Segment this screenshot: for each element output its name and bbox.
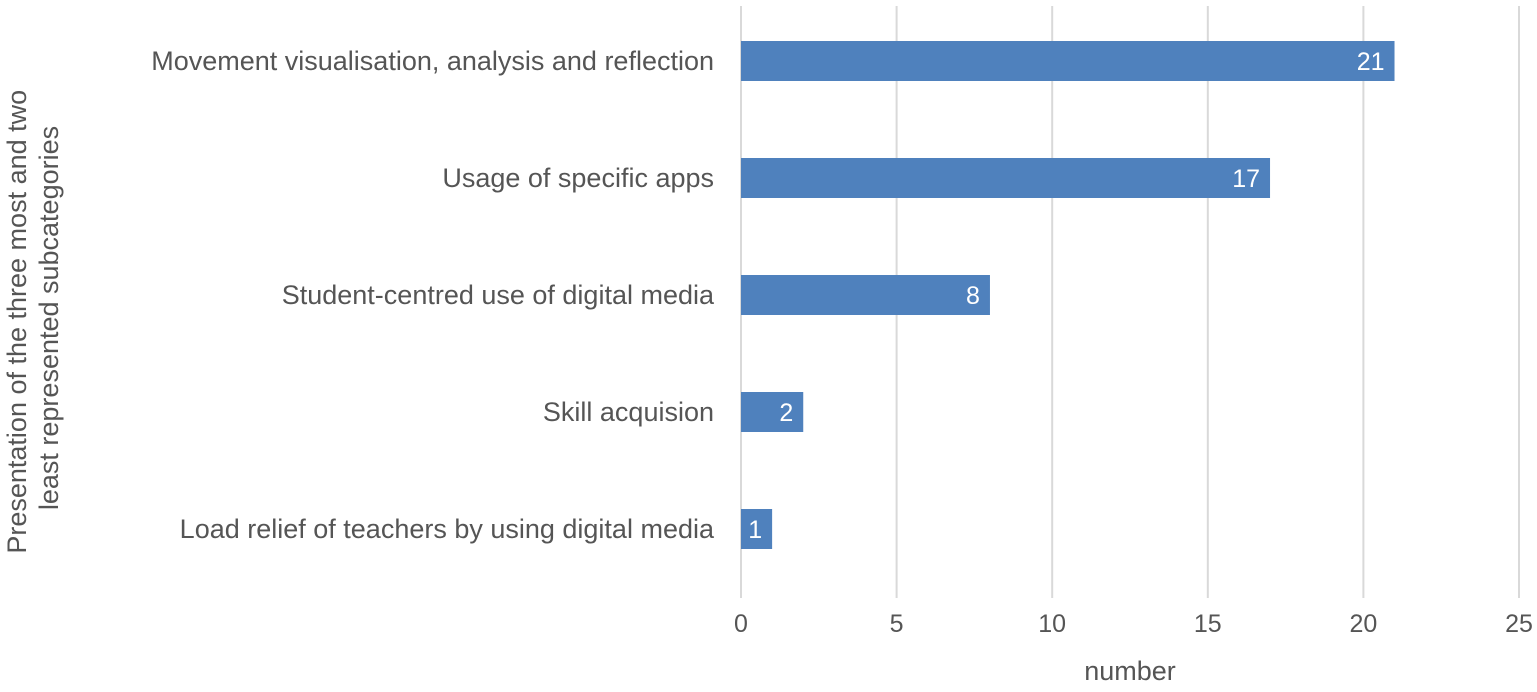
- bar: [741, 275, 990, 315]
- gridlines: [740, 6, 1520, 598]
- y-axis-title-line-1: Presentation of the three most and two: [2, 90, 32, 554]
- bar: [741, 392, 804, 432]
- data-label: 1: [748, 516, 762, 544]
- bar: [741, 509, 773, 549]
- data-label: 8: [966, 282, 980, 310]
- x-tick-label: 25: [1505, 610, 1533, 638]
- bars: [741, 41, 1395, 549]
- data-label: 21: [1357, 48, 1385, 76]
- category-labels: Movement visualisation, analysis and ref…: [151, 46, 715, 544]
- x-tick-label: 20: [1349, 610, 1377, 638]
- x-tick-label: 10: [1038, 610, 1066, 638]
- category-label: Skill acquision: [543, 397, 714, 427]
- bar: [741, 158, 1271, 198]
- x-tick-label: 5: [890, 610, 904, 638]
- data-label: 2: [779, 399, 793, 427]
- x-tick-label: 0: [734, 610, 748, 638]
- x-tick-label: 15: [1194, 610, 1222, 638]
- category-label: Movement visualisation, analysis and ref…: [151, 46, 714, 76]
- x-tick-labels: 0 5 10 15 20 25: [734, 610, 1533, 638]
- x-axis-title: number: [1084, 656, 1176, 686]
- category-label: Load relief of teachers by using digital…: [180, 514, 715, 544]
- data-label: 17: [1232, 165, 1260, 193]
- category-label: Student-centred use of digital media: [282, 280, 715, 310]
- category-label: Usage of specific apps: [442, 163, 714, 193]
- y-axis-title: Presentation of the three most and two l…: [2, 82, 64, 553]
- y-axis-title-line-2: least represented subcategories: [34, 126, 64, 510]
- bar: [741, 41, 1395, 81]
